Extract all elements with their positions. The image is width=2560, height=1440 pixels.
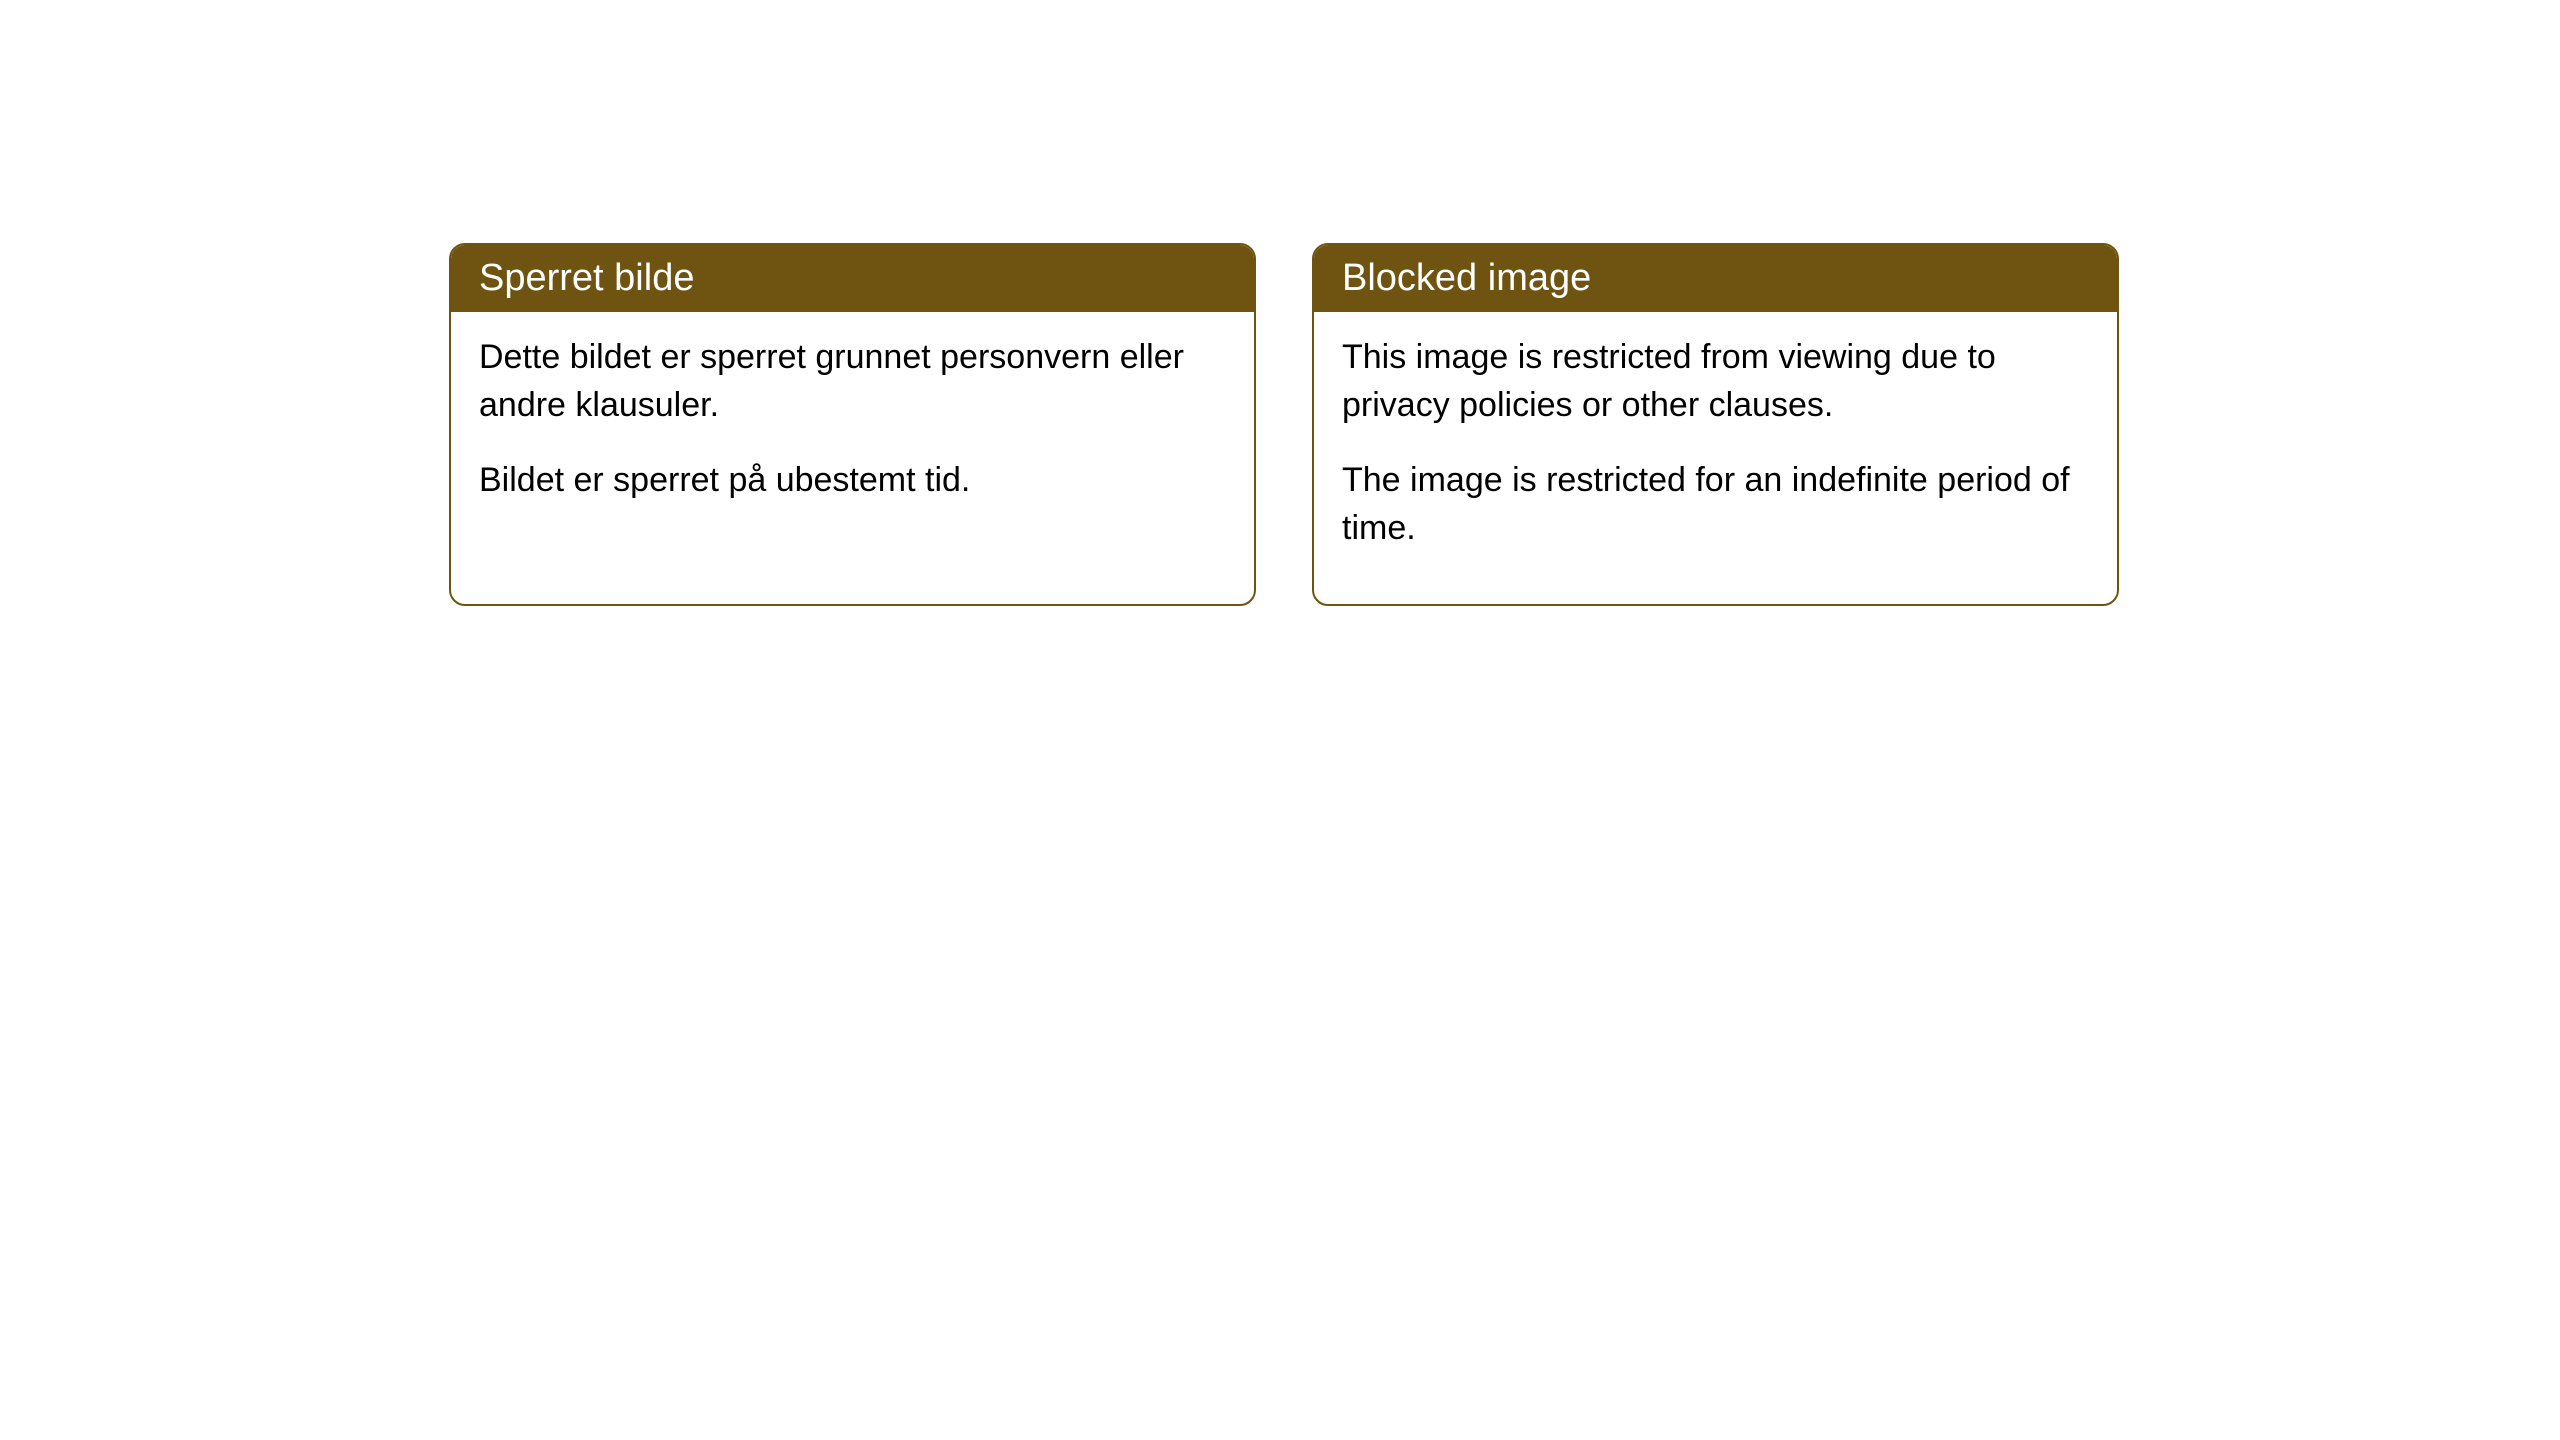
notice-body-norwegian: Dette bildet er sperret grunnet personve… [451, 312, 1254, 557]
notice-header-english: Blocked image [1314, 245, 2117, 312]
notice-body-english: This image is restricted from viewing du… [1314, 312, 2117, 604]
notice-paragraph: Dette bildet er sperret grunnet personve… [479, 334, 1226, 429]
notice-paragraph: Bildet er sperret på ubestemt tid. [479, 457, 1226, 505]
notice-container: Sperret bilde Dette bildet er sperret gr… [0, 0, 2560, 606]
notice-paragraph: This image is restricted from viewing du… [1342, 334, 2089, 429]
notice-card-norwegian: Sperret bilde Dette bildet er sperret gr… [449, 243, 1256, 606]
notice-paragraph: The image is restricted for an indefinit… [1342, 457, 2089, 552]
notice-card-english: Blocked image This image is restricted f… [1312, 243, 2119, 606]
notice-header-norwegian: Sperret bilde [451, 245, 1254, 312]
